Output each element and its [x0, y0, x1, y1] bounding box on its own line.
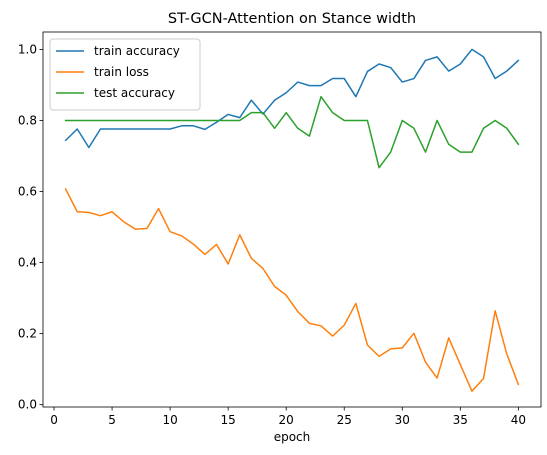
- y-axis: 0.0 0.2 0.4 0.6 0.8 1.0: [18, 42, 43, 412]
- y-tick-label: 1.0: [18, 42, 37, 56]
- legend-label-1: train accuracy: [94, 44, 180, 58]
- legend: train accuracy train loss test accuracy: [49, 38, 201, 111]
- series-layer: [64, 48, 520, 392]
- x-axis-label: epoch: [274, 430, 311, 444]
- x-tick-label: 0: [50, 413, 58, 427]
- x-tick-label: 30: [395, 413, 410, 427]
- legend-label-2: train loss: [94, 65, 149, 79]
- x-tick-label: 20: [279, 413, 294, 427]
- legend-box: [49, 38, 201, 111]
- plot-frame: [42, 31, 542, 408]
- y-tick-label: 0.0: [18, 398, 37, 412]
- x-tick-label: 25: [337, 413, 352, 427]
- series-line-3: [64, 95, 520, 169]
- y-tick-label: 0.4: [18, 256, 37, 270]
- series-line-2: [64, 188, 520, 392]
- y-tick-label: 0.6: [18, 185, 37, 199]
- x-tick-label: 5: [108, 413, 116, 427]
- series-line-1: [64, 48, 520, 149]
- chart-title: ST-GCN-Attention on Stance width: [168, 11, 416, 27]
- x-tick-label: 15: [221, 413, 236, 427]
- y-tick-label: 0.2: [18, 327, 37, 341]
- legend-label-3: test accuracy: [94, 86, 175, 100]
- x-tick-label: 35: [453, 413, 468, 427]
- x-tick-label: 40: [511, 413, 526, 427]
- y-tick-label: 0.8: [18, 113, 37, 127]
- x-axis: 0 5 10 15 20 25 30 35 40: [50, 407, 526, 427]
- x-tick-label: 10: [162, 413, 177, 427]
